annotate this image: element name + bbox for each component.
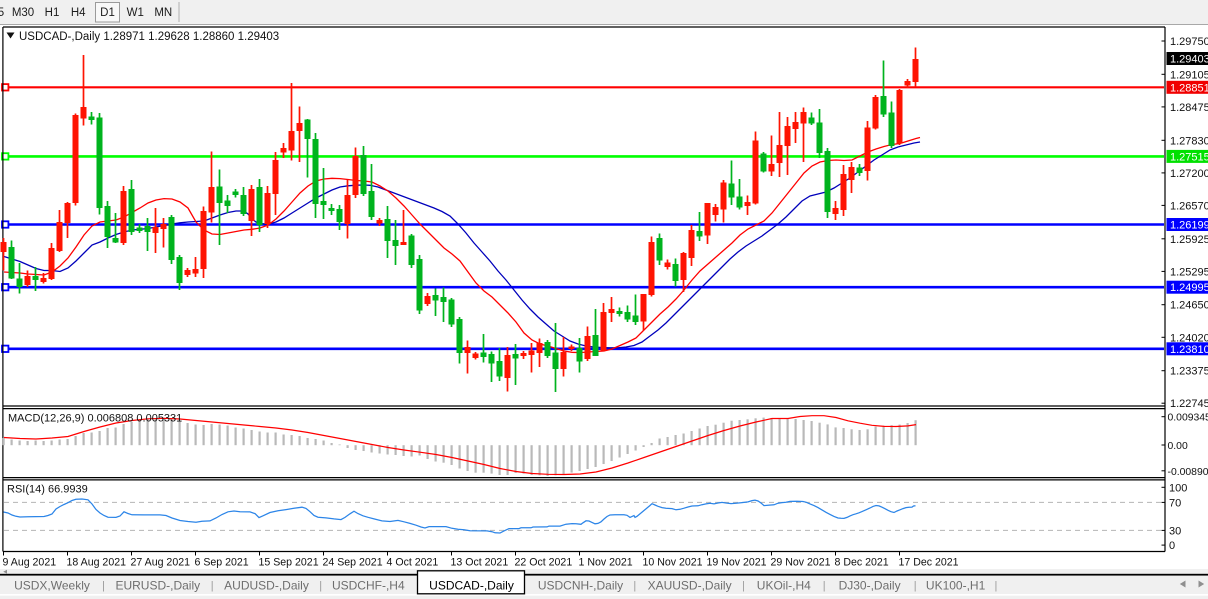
svg-text:1.26570: 1.26570 — [1170, 200, 1208, 212]
svg-text:1.25925: 1.25925 — [1170, 234, 1208, 246]
svg-text:D1: D1 — [100, 7, 115, 19]
svg-text:1.27830: 1.27830 — [1170, 135, 1208, 147]
svg-text:15 Sep 2021: 15 Sep 2021 — [259, 557, 319, 569]
svg-text:RSI(14) 66.9939: RSI(14) 66.9939 — [7, 484, 88, 496]
svg-text:19 Nov 2021: 19 Nov 2021 — [707, 557, 767, 569]
svg-text:1.29750: 1.29750 — [1170, 36, 1208, 48]
svg-text:H4: H4 — [71, 7, 86, 19]
svg-text:13 Oct 2021: 13 Oct 2021 — [451, 557, 509, 569]
svg-text:22 Oct 2021: 22 Oct 2021 — [515, 557, 573, 569]
svg-text:29 Nov 2021: 29 Nov 2021 — [771, 557, 831, 569]
svg-text:24 Sep 2021: 24 Sep 2021 — [323, 557, 383, 569]
svg-text:M30: M30 — [12, 7, 34, 19]
svg-text:4 Oct 2021: 4 Oct 2021 — [387, 557, 439, 569]
svg-text:USDCAD-,Daily: USDCAD-,Daily — [429, 579, 514, 593]
svg-text:-0.008902: -0.008902 — [1168, 467, 1208, 478]
svg-text:0.009345: 0.009345 — [1168, 413, 1208, 424]
svg-text:9 Aug 2021: 9 Aug 2021 — [3, 557, 57, 569]
svg-text:1.26199: 1.26199 — [1170, 220, 1208, 232]
svg-text:1.23375: 1.23375 — [1170, 366, 1208, 378]
svg-text:6 Sep 2021: 6 Sep 2021 — [195, 557, 249, 569]
svg-text:30: 30 — [1169, 525, 1181, 537]
svg-text:1.29403: 1.29403 — [1170, 54, 1208, 66]
svg-text:5: 5 — [0, 7, 4, 19]
svg-text:10 Nov 2021: 10 Nov 2021 — [643, 557, 703, 569]
svg-text:H1: H1 — [45, 7, 60, 19]
svg-text:8 Dec 2021: 8 Dec 2021 — [835, 557, 889, 569]
svg-text:|: | — [914, 580, 917, 592]
svg-text:|: | — [211, 580, 214, 592]
svg-text:27 Aug 2021: 27 Aug 2021 — [131, 557, 191, 569]
svg-text:1.25295: 1.25295 — [1170, 266, 1208, 278]
svg-text:UKOil-,H4: UKOil-,H4 — [757, 579, 811, 593]
svg-text:XAUUSD-,Daily: XAUUSD-,Daily — [648, 579, 732, 593]
svg-text:17 Dec 2021: 17 Dec 2021 — [899, 557, 959, 569]
svg-text:|: | — [742, 580, 745, 592]
svg-text:100: 100 — [1169, 482, 1187, 494]
svg-text:|: | — [319, 580, 322, 592]
svg-text:USDX,Weekly: USDX,Weekly — [14, 579, 90, 593]
svg-text:1.24995: 1.24995 — [1170, 282, 1208, 294]
svg-text:W1: W1 — [127, 7, 144, 19]
svg-text:DJ30-,Daily: DJ30-,Daily — [839, 579, 901, 593]
svg-text:AUDUSD-,Daily: AUDUSD-,Daily — [224, 579, 309, 593]
svg-text:MACD(12,26,9) 0.006808 0.00533: MACD(12,26,9) 0.006808 0.005331 — [8, 413, 182, 425]
svg-text:1.24650: 1.24650 — [1170, 300, 1208, 312]
svg-text:0.00: 0.00 — [1168, 441, 1188, 452]
svg-text:1.23810: 1.23810 — [1170, 344, 1208, 356]
svg-text:1.28475: 1.28475 — [1170, 102, 1208, 114]
svg-text:1 Nov 2021: 1 Nov 2021 — [579, 557, 633, 569]
svg-text:0: 0 — [1169, 540, 1175, 552]
svg-text:|: | — [102, 580, 105, 592]
svg-text:USDCAD-,Daily 1.28971 1.29628: USDCAD-,Daily 1.28971 1.29628 1.28860 1.… — [19, 31, 279, 43]
svg-text:MN: MN — [154, 7, 172, 19]
svg-text:|: | — [823, 580, 826, 592]
svg-text:|: | — [633, 580, 636, 592]
svg-text:|: | — [994, 580, 997, 592]
svg-text:1.29105: 1.29105 — [1170, 69, 1208, 81]
svg-text:1.27200: 1.27200 — [1170, 168, 1208, 180]
svg-text:18 Aug 2021: 18 Aug 2021 — [67, 557, 127, 569]
svg-text:USDCNH-,Daily: USDCNH-,Daily — [538, 579, 623, 593]
svg-text:1.24020: 1.24020 — [1170, 332, 1208, 344]
svg-text:UK100-,H1: UK100-,H1 — [926, 579, 986, 593]
svg-text:1.27515: 1.27515 — [1170, 151, 1208, 163]
svg-text:EURUSD-,Daily: EURUSD-,Daily — [115, 579, 200, 593]
svg-text:1.22745: 1.22745 — [1170, 398, 1208, 410]
svg-text:1.28851: 1.28851 — [1170, 82, 1208, 94]
svg-text:70: 70 — [1169, 497, 1181, 509]
svg-text:USDCHF-,H4: USDCHF-,H4 — [332, 579, 405, 593]
